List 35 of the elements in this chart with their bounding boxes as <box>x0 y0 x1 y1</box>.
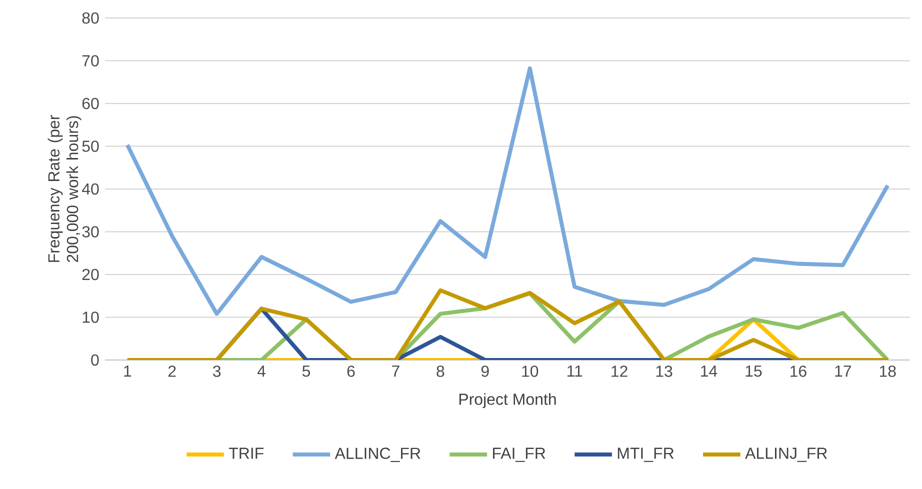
x-tick-label: 4 <box>257 366 266 377</box>
y-tick-label: 80 <box>82 12 99 24</box>
x-tick-label: 18 <box>880 366 896 377</box>
y-tick-label: 60 <box>82 98 99 110</box>
legend-label: ALLINC_FR <box>334 448 420 462</box>
y-tick-label: 70 <box>82 55 99 66</box>
x-tick-label: 14 <box>701 366 718 377</box>
x-tick-label: 12 <box>612 366 628 377</box>
x-axis-title: Project Month <box>459 393 556 408</box>
x-tick-label: 16 <box>790 366 806 377</box>
x-tick-label: 7 <box>392 366 400 377</box>
x-tick-label: 13 <box>656 366 672 377</box>
x-tick-label: 15 <box>746 366 762 377</box>
y-tick-label: 30 <box>82 226 99 238</box>
x-tick-label: 11 <box>567 366 582 377</box>
x-tick-label: 5 <box>302 366 310 377</box>
y-tick-label: 20 <box>82 268 99 280</box>
x-tick-label: 6 <box>347 366 355 377</box>
y-tick-label: 10 <box>82 312 99 323</box>
x-tick-label: 2 <box>168 366 176 377</box>
legend-label: ALLINJ_FR <box>745 448 827 462</box>
y-tick-label: 50 <box>82 140 99 152</box>
legend-label: FAI_FR <box>493 448 546 462</box>
y-tick-label: 0 <box>91 354 99 366</box>
x-tick-label: 17 <box>835 366 851 377</box>
legend-label: TRIF <box>228 448 264 459</box>
x-tick-label: 8 <box>436 366 444 377</box>
y-axis-title: Frequency Rate (per 200,000 work hours) <box>48 115 82 262</box>
x-tick-label: 3 <box>212 366 221 377</box>
legend-label: MTI_FR <box>618 448 674 462</box>
line-series <box>125 66 890 316</box>
x-tick-label: 9 <box>481 366 489 377</box>
y-tick-label: 40 <box>82 183 99 195</box>
x-tick-label: 10 <box>522 366 538 377</box>
x-tick-label: 1 <box>124 366 132 377</box>
